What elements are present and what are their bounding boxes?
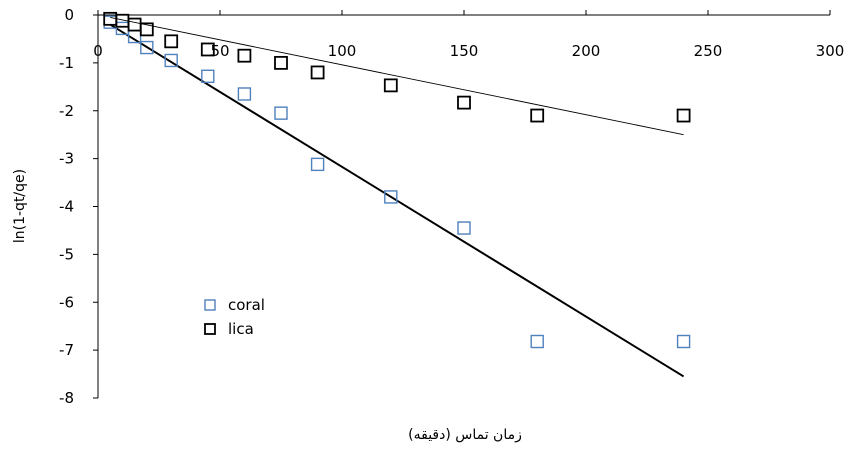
x-tick-label: 200 (572, 42, 601, 60)
x-tick-label: 150 (450, 42, 479, 60)
y-tick-label: -2 (59, 102, 74, 120)
x-tick-label: 0 (93, 42, 103, 60)
point-lica (237, 48, 252, 63)
x-tick-label: 250 (694, 42, 723, 60)
y-tick-label: -3 (59, 150, 74, 168)
y-tick-label: -4 (59, 198, 74, 216)
axes (93, 10, 831, 399)
y-tick-label: -8 (59, 389, 74, 407)
legend: coral lica (204, 296, 265, 338)
point-lica (164, 34, 179, 49)
point-lica (310, 65, 325, 80)
point-lica (139, 22, 154, 37)
point-coral (676, 334, 691, 349)
legend-label-coral: coral (228, 296, 265, 314)
point-lica (274, 55, 288, 70)
y-tick-label: -7 (59, 341, 74, 359)
x-tick-label: 100 (328, 42, 357, 60)
x-axis-title: زمان تماس (دقیقه) (408, 427, 522, 443)
x-tick-label: 300 (816, 42, 845, 60)
point-coral (457, 221, 471, 235)
legend-label-lica: lica (228, 320, 254, 338)
y-tick-label: -6 (59, 293, 74, 311)
trendline-lica (110, 16, 684, 136)
point-lica (200, 42, 215, 57)
y-tick-label: 0 (64, 6, 74, 24)
point-lica (457, 95, 471, 110)
point-coral (310, 157, 325, 172)
x-tick-labels: 0 50 100 150 200 250 300 (93, 42, 844, 60)
point-lica (530, 108, 545, 123)
point-coral (164, 53, 178, 68)
point-coral (201, 69, 215, 83)
point-coral (384, 190, 398, 204)
y-tick-label: -5 (59, 245, 74, 263)
point-lica (676, 108, 691, 123)
point-lica (383, 78, 398, 93)
x-tick-label: 50 (210, 42, 229, 60)
point-lica (127, 17, 142, 32)
y-tick-labels: 0 -1 -2 -3 -4 -5 -6 -7 -8 (59, 6, 74, 407)
legend-marker-lica (204, 323, 216, 335)
point-coral (140, 40, 154, 55)
point-coral (237, 87, 252, 101)
point-coral (530, 334, 544, 349)
legend-marker-coral (204, 299, 216, 311)
point-coral (274, 106, 288, 120)
y-tick-label: -1 (59, 54, 74, 72)
data-points (103, 11, 691, 349)
y-axis-title: ln(1-qt/qe) (12, 169, 28, 243)
